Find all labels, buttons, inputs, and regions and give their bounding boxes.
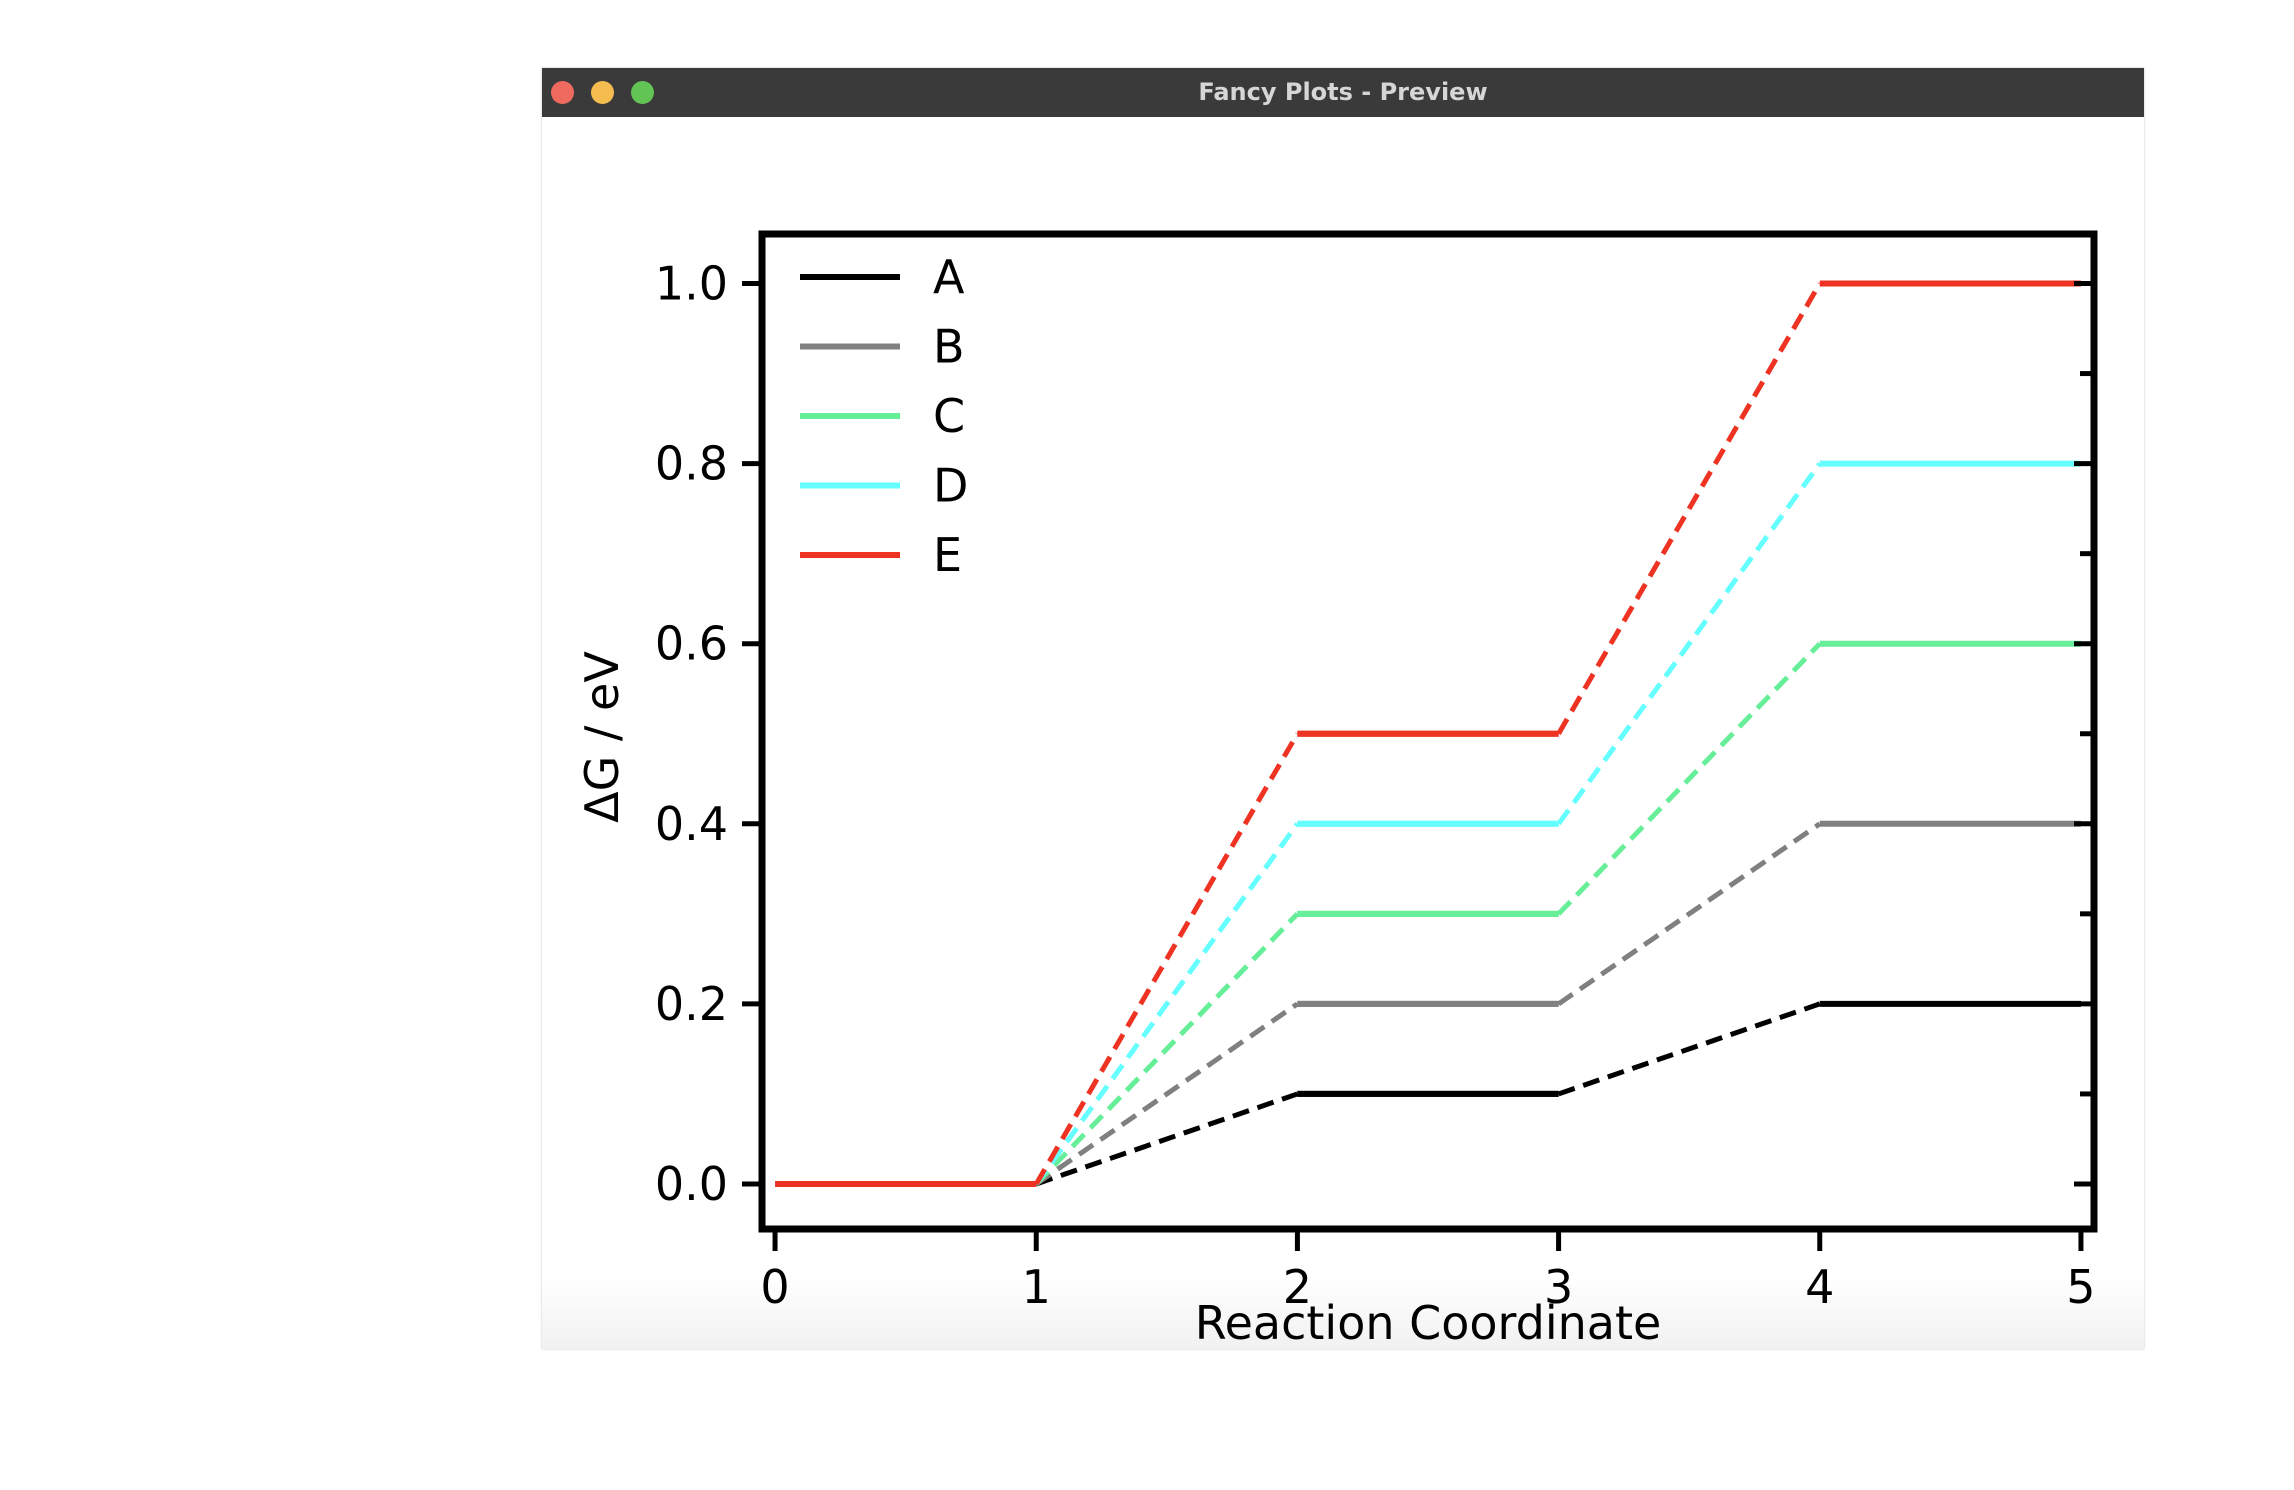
y-tick-label: 1.0 (655, 257, 728, 311)
x-tick-label: 2 (1283, 1260, 1312, 1314)
series-d-connector (1034, 822, 1300, 1186)
title-bar[interactable]: Fancy Plots - Preview (542, 68, 2144, 117)
y-tick-label: 0.4 (655, 797, 728, 851)
x-tick-label: 5 (2066, 1260, 2095, 1314)
series-c-connector (1034, 912, 1300, 1186)
legend-label-a: A (933, 250, 965, 304)
x-tick-label: 3 (1544, 1260, 1573, 1314)
x-tick-label: 0 (760, 1260, 789, 1314)
x-axis-label: Reaction Coordinate (1195, 1296, 1662, 1349)
x-tick-label: 1 (1022, 1260, 1051, 1314)
preview-window: Fancy Plots - Preview 0.0 0.2 0.4 0.6 0.8 1.0… (542, 68, 2144, 1349)
series-c-connector (1556, 641, 1822, 916)
y-tick-label: 0.0 (655, 1157, 728, 1211)
legend-label-c: C (933, 389, 965, 443)
series-a-connector (1035, 1091, 1299, 1187)
legend-label-e: E (933, 528, 962, 582)
y-axis-ticks: 0.0 0.2 0.4 0.6 0.8 1.0 (655, 257, 2094, 1211)
legend-label-b: B (933, 320, 965, 374)
series-lines (775, 280, 2081, 1187)
x-tick-label: 4 (1805, 1260, 1834, 1314)
y-tick-label: 0.2 (655, 977, 728, 1031)
series-e-connector (1034, 732, 1300, 1186)
series-b-connector (1034, 1001, 1299, 1187)
x-axis-ticks: 0 1 2 3 4 5 (760, 1229, 2096, 1314)
window-title: Fancy Plots - Preview (1198, 78, 1488, 106)
legend-label-d: D (933, 459, 968, 513)
series-b-connector (1557, 821, 1822, 1006)
close-window-button[interactable] (551, 81, 574, 104)
y-tick-label: 0.8 (655, 437, 728, 491)
series-e-connector (1556, 282, 1822, 736)
y-axis-label: ΔG / eV (575, 651, 629, 823)
minimize-window-button[interactable] (591, 81, 614, 104)
series-a-connector (1557, 1001, 1821, 1097)
zoom-window-button[interactable] (631, 81, 654, 104)
series-d-connector (1556, 462, 1822, 826)
y-tick-label: 0.6 (655, 617, 728, 671)
